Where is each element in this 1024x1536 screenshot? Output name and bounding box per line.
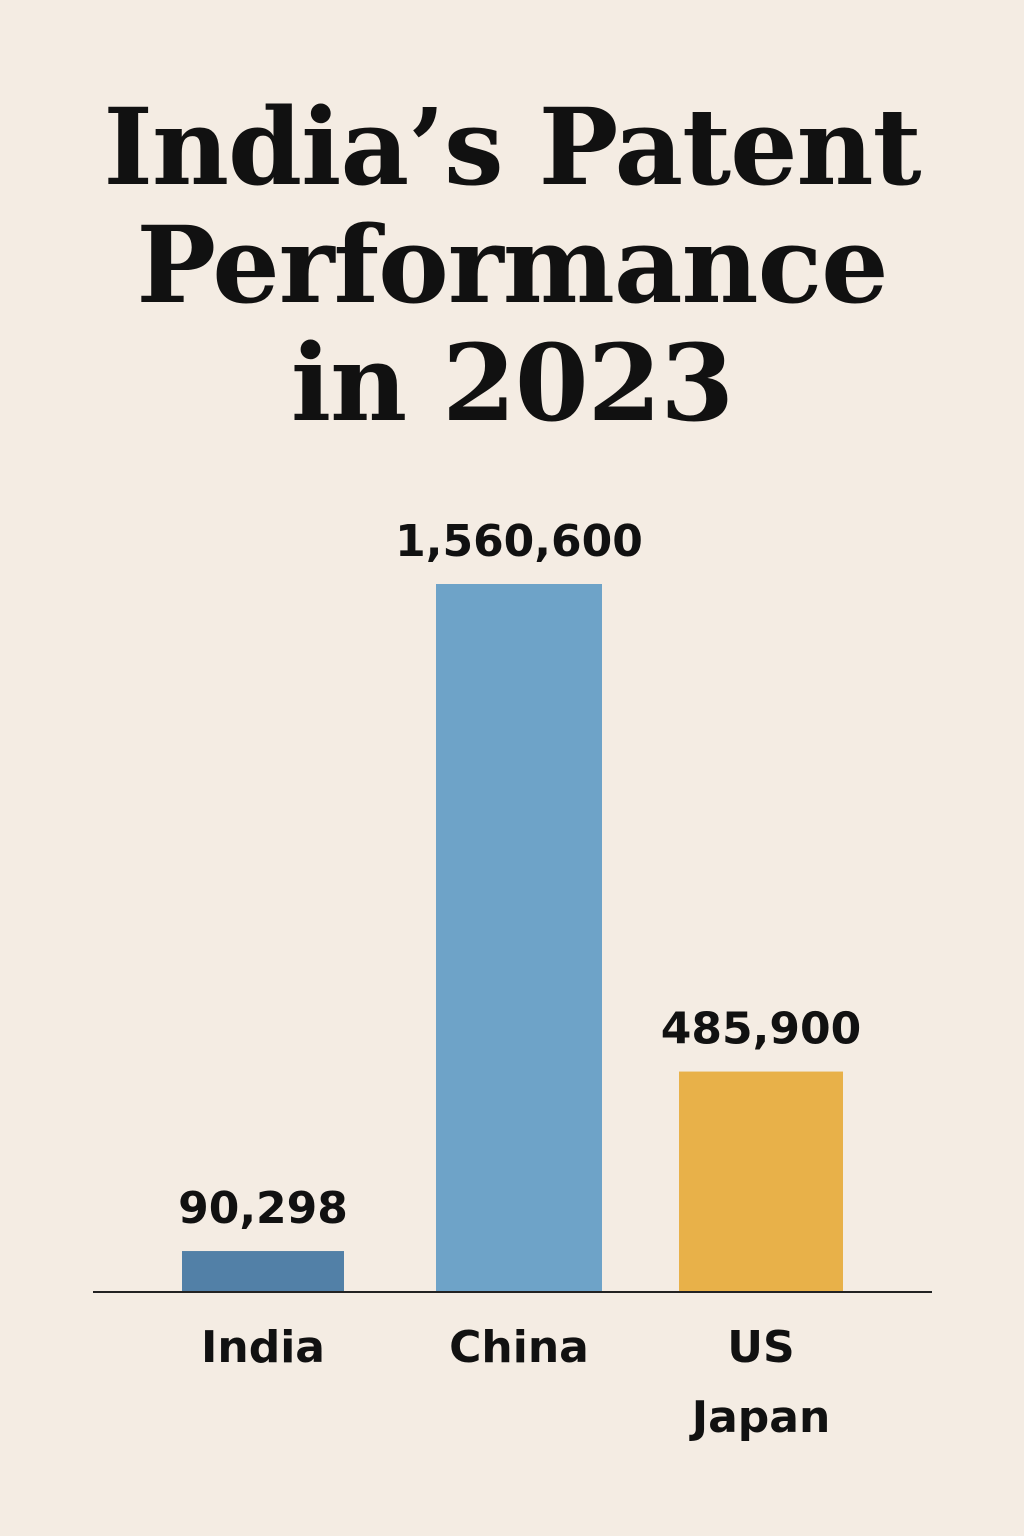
category-label-0-0: India	[201, 1322, 325, 1373]
category-label-1-0: China	[449, 1322, 589, 1373]
chart-title: India’s Patent Performance in 2023	[0, 88, 1024, 442]
value-label-2: 485,900	[661, 1004, 861, 1055]
value-label-0: 90,298	[178, 1183, 348, 1234]
bar-2	[679, 1071, 843, 1292]
chart-title-line-3: in 2023	[290, 320, 734, 445]
value-label-1: 1,560,600	[395, 516, 643, 567]
category-label-2-0: US	[727, 1322, 794, 1373]
chart-title-line-2: Performance	[136, 202, 888, 327]
bar-1	[436, 584, 602, 1292]
chart-title-line-1: India’s Patent	[103, 84, 921, 209]
category-label-2-1: Japan	[689, 1392, 831, 1443]
bar-0	[182, 1251, 344, 1292]
